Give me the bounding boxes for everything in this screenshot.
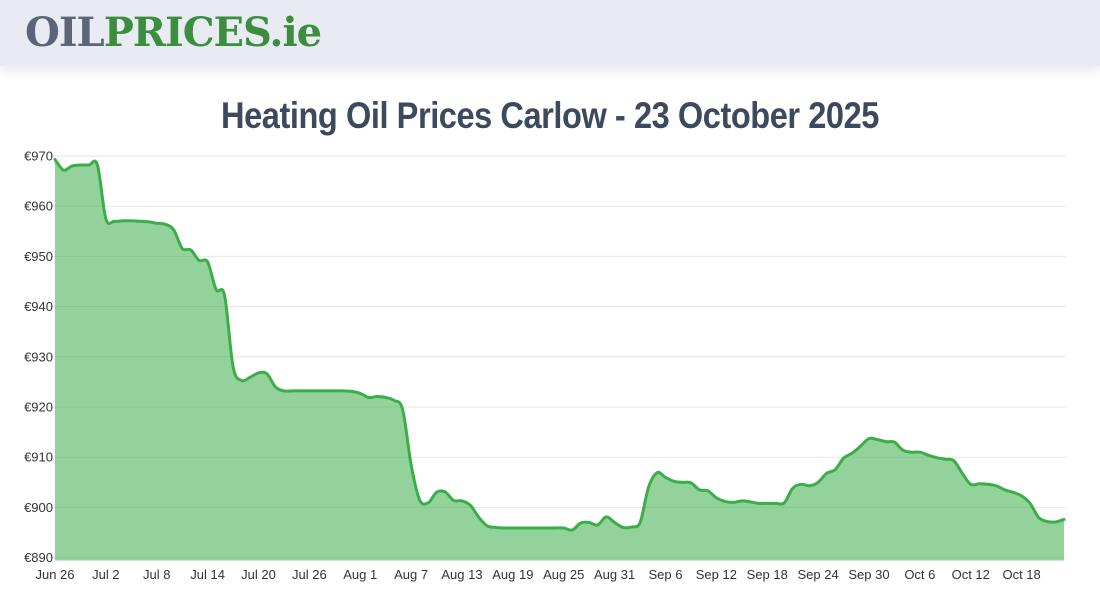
y-axis-label: €890 <box>24 550 53 565</box>
site-logo[interactable]: OILPRICES.ie <box>25 13 322 53</box>
x-axis-label: Oct 12 <box>952 567 990 582</box>
y-axis-label: €930 <box>24 349 53 364</box>
x-axis-label: Sep 12 <box>696 567 737 582</box>
x-axis-label: Jul 20 <box>241 567 276 582</box>
x-axis-label: Aug 13 <box>441 567 482 582</box>
x-axis-label: Sep 18 <box>747 567 788 582</box>
x-axis-label: Aug 7 <box>394 567 428 582</box>
y-axis-label: €940 <box>24 299 53 314</box>
logo-text-prices: PRICES <box>103 9 271 56</box>
x-axis-label: Jun 26 <box>35 567 74 582</box>
site-header: OILPRICES.ie <box>0 0 1100 66</box>
y-axis-label: €920 <box>24 400 53 415</box>
logo-text-ie: .ie <box>269 9 323 56</box>
x-axis-label: Jul 2 <box>92 567 119 582</box>
x-axis-label: Sep 24 <box>798 567 839 582</box>
y-axis-label: €950 <box>24 249 53 264</box>
x-axis-label: Jul 26 <box>292 567 327 582</box>
x-axis-label: Jul 8 <box>143 567 170 582</box>
price-area[interactable] <box>55 159 1064 561</box>
y-axis-label: €910 <box>24 450 53 465</box>
price-line[interactable] <box>53 158 1066 532</box>
x-axis-label: Sep 6 <box>648 567 682 582</box>
y-axis-label: €960 <box>24 199 53 214</box>
x-axis-label: Aug 25 <box>543 567 584 582</box>
x-axis-label: Oct 18 <box>1002 567 1040 582</box>
x-axis-label: Oct 6 <box>904 567 935 582</box>
page-title: Heating Oil Prices Carlow - 23 October 2… <box>221 95 879 136</box>
y-axis-label: €970 <box>24 149 53 164</box>
y-axis-label: €900 <box>24 500 53 515</box>
x-axis-label: Aug 19 <box>492 567 533 582</box>
x-axis-label: Aug 1 <box>343 567 377 582</box>
x-axis-label: Jul 14 <box>190 567 225 582</box>
logo-text-oil: OIL <box>25 9 105 56</box>
x-axis-label: Aug 31 <box>594 567 635 582</box>
x-axis-label: Sep 30 <box>848 567 889 582</box>
